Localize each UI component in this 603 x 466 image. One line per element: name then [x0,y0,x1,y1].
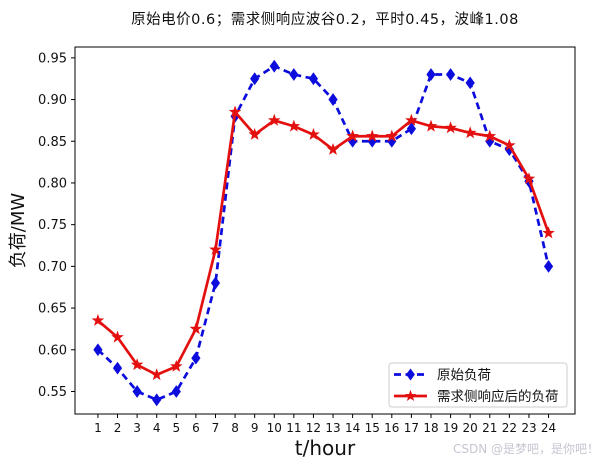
star-marker [346,129,359,142]
y-tick-label: 0.75 [38,218,67,233]
x-tick-label: 4 [153,421,161,435]
y-tick-label: 0.85 [38,135,67,150]
diamond-marker [152,393,162,407]
chart-title: 原始电价0.6；需求侧响应波谷0.2，平时0.45，波峰1.08 [131,12,519,28]
series-after-dr-load [91,105,555,381]
star-marker [405,113,418,126]
diamond-marker [445,68,456,81]
x-axis-label: t/hour [295,436,356,460]
star-marker [189,322,203,335]
y-tick-label: 0.80 [38,176,67,191]
x-tick-label: 14 [345,421,360,435]
diamond-marker [485,134,495,148]
x-tick-label: 18 [423,421,438,435]
star-marker [307,127,320,140]
diamond-marker [543,259,554,273]
x-tick-label: 12 [306,421,321,435]
y-tick-label: 0.65 [38,302,67,317]
legend-label: 需求侧响应后的负荷 [437,388,559,405]
y-tick-label: 0.70 [38,260,67,275]
x-tick-label: 11 [286,421,301,435]
star-marker [150,368,163,381]
y-tick-label: 0.60 [38,343,67,358]
legend-diamond-marker [406,368,415,381]
x-tick-label: 13 [325,421,340,435]
legend-label: 原始负荷 [437,368,491,384]
x-tick-label: 24 [541,421,556,435]
diamond-marker [406,122,417,136]
y-axis: 0.55 0.60 0.65 0.70 0.75 0.80 0.85 0.90 0.95 [38,51,75,400]
axes-frame [74,46,576,415]
diamond-marker [112,361,123,375]
diamond-marker [250,72,260,86]
y-tick-label: 0.90 [38,93,67,108]
x-tick-label: 23 [521,421,536,435]
star-marker [365,129,379,142]
star-marker [463,126,477,139]
diamond-marker [308,72,319,86]
diamond-marker [93,343,103,357]
diamond-marker [171,385,181,398]
diamond-marker [504,143,514,156]
star-marker [170,359,183,372]
x-tick-label: 1 [94,421,102,435]
x-tick-label: 6 [192,421,200,435]
diamond-marker [289,68,299,81]
star-marker [287,119,301,132]
legend-entry: 需求侧响应后的负荷 [394,388,559,405]
diamond-marker [348,134,358,148]
x-tick-label: 9 [251,421,259,435]
star-marker [91,313,105,326]
star-marker [248,127,261,140]
diamond-marker [367,134,377,148]
watermark-text: CSDN @是梦吧，是你吧！ [452,442,599,456]
x-tick-label: 17 [404,421,419,435]
star-marker [326,142,340,155]
y-tick-label: 0.95 [38,51,67,66]
y-axis-label: 负荷/MW [8,193,29,269]
x-tick-label: 5 [172,421,180,435]
x-tick-label: 19 [443,421,458,435]
x-tick-label: 15 [365,421,380,435]
diamond-marker [328,93,338,106]
x-tick-label: 16 [384,421,399,435]
legend-box [388,362,568,408]
x-axis: 1 2 3 4 5 6 7 8 9 10 11 12 13 14 15 16 17 18 19 20 21 22 23 24 [94,414,556,435]
x-tick-label: 20 [463,421,478,435]
x-tick-label: 8 [231,421,239,435]
y-tick-label: 0.55 [38,385,67,400]
star-marker [444,121,457,134]
diamond-marker [132,385,142,398]
star-marker [522,172,536,185]
x-tick-label: 22 [502,421,517,435]
star-marker [503,138,516,151]
diamond-marker [426,68,436,81]
legend-star-marker [404,389,417,402]
star-marker [130,358,144,371]
star-marker [111,330,124,343]
star-marker [267,113,281,126]
diamond-marker [191,351,201,365]
diamond-marker [269,59,279,73]
star-marker [542,226,555,239]
star-marker [385,129,399,142]
legend-entry: 原始负荷 [394,368,491,384]
x-tick-label: 2 [114,421,122,435]
diamond-marker [465,76,475,90]
x-tick-label: 3 [133,421,141,435]
series-line [96,64,550,402]
series-original-load [93,59,554,407]
x-tick-label: 21 [482,421,497,435]
series-line [97,110,550,377]
star-marker [209,243,222,256]
x-tick-label: 10 [267,421,282,435]
diamond-marker [210,276,221,290]
star-marker [483,129,497,142]
star-marker [228,105,242,118]
star-marker [424,119,438,132]
x-tick-label: 7 [212,421,220,435]
